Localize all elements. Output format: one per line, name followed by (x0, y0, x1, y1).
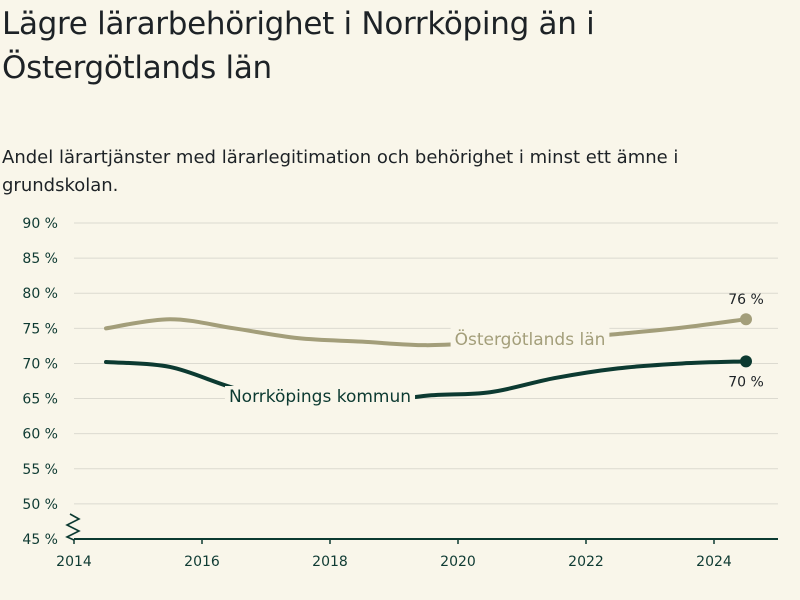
series-line-0 (104, 317, 748, 348)
x-tick-label: 2020 (440, 554, 476, 570)
x-axis-ticks: 2014 2016 2018 2020 2022 2024 (56, 539, 732, 570)
gridlines (74, 222, 778, 505)
series-label-background (450, 327, 610, 351)
series-end-value-1: 70 % (728, 374, 764, 390)
y-tick-label: 85 % (22, 251, 58, 267)
x-tick-label: 2024 (696, 554, 732, 570)
x-tick-label: 2016 (184, 554, 220, 570)
x-tick-label: 2018 (312, 554, 348, 570)
x-tick-label: 2022 (568, 554, 604, 570)
y-tick-label: 50 % (22, 497, 58, 513)
chart-subtitle: Andel lärartjänster med lärarlegitimatio… (2, 147, 679, 196)
series-end-point-0 (740, 313, 752, 326)
y-tick-label: 80 % (22, 286, 58, 302)
series-label-background (224, 386, 416, 408)
series-line-1 (104, 359, 748, 407)
axis-break-icon (65, 513, 81, 541)
y-tick-label: 75 % (22, 321, 58, 337)
series-end-value-0: 76 % (728, 292, 764, 308)
series-name-label-1: Norrköpings kommun (229, 387, 411, 407)
series (104, 313, 752, 407)
y-axis-ticks: 45 % 50 % 55 % 60 % 65 % 70 % 75 % 80 % 85 % 90 % (22, 216, 58, 548)
y-tick-label: 90 % (22, 216, 58, 232)
y-tick-label: 45 % (22, 532, 58, 548)
x-tick-label: 2014 (56, 554, 92, 570)
series-end-point-1 (740, 355, 752, 368)
y-tick-label: 70 % (22, 356, 58, 372)
y-tick-label: 55 % (22, 462, 58, 478)
series-labels: 76 % 70 % Östergötlands län Norrköpings kom… (224, 292, 764, 408)
series-name-label-0: Östergötlands län (455, 328, 606, 350)
y-tick-label: 65 % (22, 392, 58, 408)
y-tick-label: 60 % (22, 427, 58, 443)
chart-title: Lägre lärarbehörighet i Norrköping än i … (2, 6, 595, 86)
